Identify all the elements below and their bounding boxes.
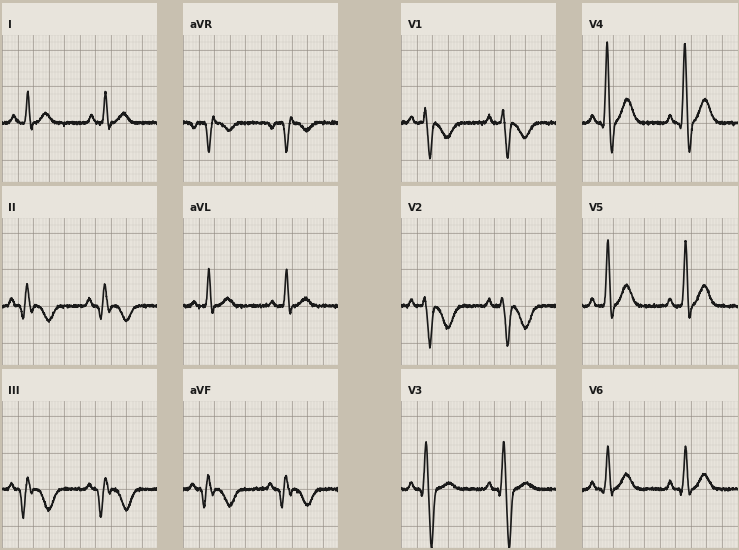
Text: aVL: aVL [189, 204, 211, 213]
Text: I: I [8, 20, 13, 30]
Text: V3: V3 [407, 387, 423, 397]
Text: V6: V6 [588, 387, 604, 397]
Text: V5: V5 [588, 204, 604, 213]
Text: II: II [8, 204, 16, 213]
Text: V1: V1 [407, 20, 423, 30]
Text: V2: V2 [407, 204, 423, 213]
Text: V4: V4 [588, 20, 604, 30]
Text: aVR: aVR [189, 20, 213, 30]
Text: aVF: aVF [189, 387, 212, 397]
Text: III: III [8, 387, 20, 397]
